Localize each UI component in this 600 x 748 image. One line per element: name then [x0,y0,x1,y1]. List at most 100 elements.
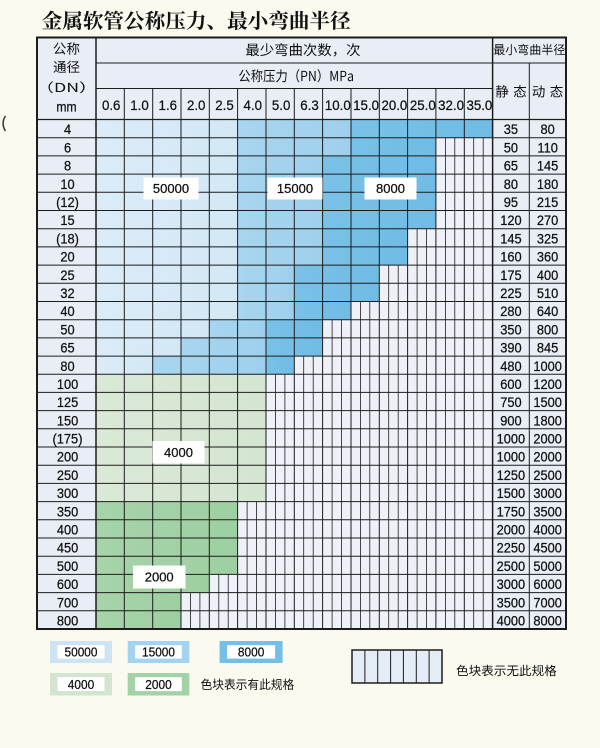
svg-text:1000: 1000 [533,358,562,373]
svg-text:280: 280 [500,304,521,319]
svg-text:40: 40 [60,304,74,319]
svg-text:160: 160 [500,249,521,264]
svg-text:8: 8 [64,158,71,173]
svg-text:(12): (12) [56,195,79,210]
svg-text:7000: 7000 [533,595,562,610]
svg-text:2000: 2000 [145,570,174,585]
svg-text:mm: mm [56,99,76,115]
svg-text:2250: 2250 [497,540,526,555]
svg-text:8000: 8000 [238,645,265,659]
svg-text:2.0: 2.0 [187,98,206,113]
svg-text:15000: 15000 [142,645,175,659]
svg-text:270: 270 [537,213,558,228]
svg-text:800: 800 [57,613,78,628]
svg-text:600: 600 [500,377,521,392]
svg-text:50: 50 [60,322,74,337]
svg-text:800: 800 [537,322,558,337]
svg-text:25.0: 25.0 [410,98,436,113]
svg-text:32: 32 [60,286,74,301]
svg-text:6.3: 6.3 [300,98,318,113]
svg-text:(18): (18) [56,231,79,246]
svg-text:1500: 1500 [533,395,562,410]
svg-text:3000: 3000 [533,486,562,501]
svg-text:100: 100 [57,377,78,392]
svg-text:215: 215 [537,195,558,210]
svg-text:20: 20 [60,249,74,264]
svg-text:4000: 4000 [533,522,562,537]
svg-text:0.6: 0.6 [102,98,120,113]
svg-text:2.5: 2.5 [215,98,234,113]
svg-text:180: 180 [537,176,558,191]
svg-text:500: 500 [57,559,78,574]
svg-text:1200: 1200 [533,377,562,392]
svg-text:35.0: 35.0 [466,98,492,113]
svg-text:32.0: 32.0 [438,98,464,113]
svg-text:4000: 4000 [68,678,95,692]
svg-text:225: 225 [500,286,521,301]
svg-text:1500: 1500 [497,486,526,501]
svg-text:400: 400 [57,522,78,537]
svg-text:480: 480 [500,358,521,373]
svg-text:1750: 1750 [497,504,526,519]
svg-text:6: 6 [64,140,71,155]
svg-text:80: 80 [60,358,74,373]
svg-text:25: 25 [60,267,74,282]
svg-text:145: 145 [537,158,558,173]
svg-text:175: 175 [500,267,521,282]
svg-text:1000: 1000 [497,431,526,446]
svg-text:1000: 1000 [497,449,526,464]
svg-text:400: 400 [537,267,558,282]
svg-text:80: 80 [504,176,518,191]
svg-text:2000: 2000 [145,678,172,692]
svg-text:65: 65 [504,158,518,173]
svg-text:450: 450 [57,540,78,555]
svg-text:10: 10 [60,176,74,191]
svg-text:200: 200 [57,449,78,464]
svg-text:1800: 1800 [533,413,562,428]
svg-text:4000: 4000 [497,613,526,628]
svg-text:145: 145 [500,231,521,246]
svg-text:1.0: 1.0 [130,98,149,113]
svg-text:50000: 50000 [153,181,189,196]
svg-text:3500: 3500 [533,504,562,519]
svg-text:150: 150 [57,413,78,428]
svg-text:2500: 2500 [497,559,526,574]
svg-text:10.0: 10.0 [325,98,351,113]
svg-text:250: 250 [57,468,78,483]
svg-text:4500: 4500 [533,540,562,555]
svg-text:1.6: 1.6 [159,98,177,113]
svg-text:95: 95 [504,195,518,210]
svg-text:700: 700 [57,595,78,610]
svg-text:640: 640 [537,304,558,319]
svg-text:300: 300 [57,486,78,501]
svg-text:4000: 4000 [164,445,193,460]
svg-text:4.0: 4.0 [244,98,263,113]
svg-text:325: 325 [537,231,558,246]
svg-text:125: 125 [57,395,78,410]
svg-text:845: 845 [537,340,558,355]
svg-text:510: 510 [537,286,558,301]
svg-text:5000: 5000 [533,559,562,574]
svg-text:5.0: 5.0 [272,98,291,113]
svg-text:110: 110 [537,140,557,155]
svg-text:50: 50 [504,140,518,155]
svg-text:65: 65 [60,340,74,355]
svg-text:15: 15 [60,213,74,228]
svg-text:8000: 8000 [376,181,405,196]
svg-text:120: 120 [500,213,521,228]
svg-text:20.0: 20.0 [381,98,407,113]
svg-text:80: 80 [540,122,554,137]
svg-text:(175): (175) [53,431,83,446]
svg-text:15000: 15000 [277,181,313,196]
svg-text:6000: 6000 [533,577,562,592]
svg-text:2000: 2000 [533,431,562,446]
svg-text:1250: 1250 [497,468,526,483]
svg-text:3000: 3000 [497,577,526,592]
svg-text:2000: 2000 [533,449,562,464]
svg-text:4: 4 [64,122,71,137]
svg-text:350: 350 [57,504,78,519]
svg-text:50000: 50000 [64,645,97,659]
svg-text:35: 35 [504,122,518,137]
svg-text:360: 360 [537,249,558,264]
svg-text:3500: 3500 [497,595,526,610]
